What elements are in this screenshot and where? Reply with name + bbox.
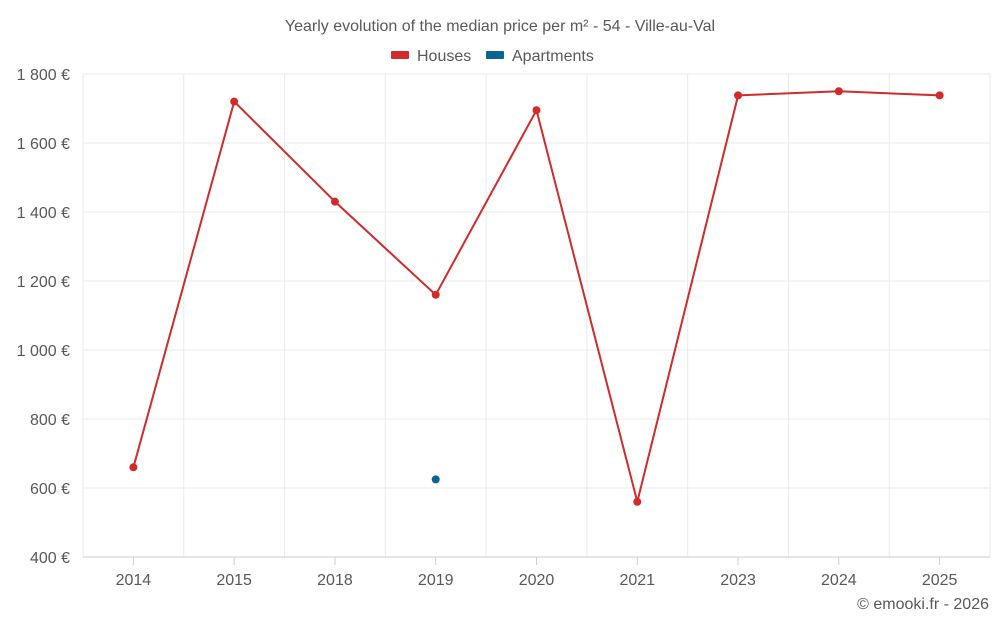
data-point-houses[interactable]	[129, 463, 138, 472]
legend-label-apartments: Apartments	[512, 48, 594, 65]
y-tick-label: 800 €	[30, 412, 70, 429]
y-tick-label: 1 200 €	[17, 274, 70, 291]
legend: Houses Apartments	[391, 48, 594, 65]
credit-text: © emooki.fr - 2026	[857, 596, 989, 613]
y-tick-label: 400 €	[30, 550, 70, 567]
y-tick-label: 1 000 €	[17, 343, 70, 360]
data-point-houses[interactable]	[330, 197, 339, 206]
x-tick-label: 2025	[922, 572, 958, 589]
series	[129, 87, 944, 506]
grid	[82, 73, 991, 557]
data-point-houses[interactable]	[935, 91, 944, 100]
legend-swatch-houses	[391, 51, 409, 59]
x-tick-label: 2020	[519, 572, 555, 589]
x-tick-label: 2018	[317, 572, 353, 589]
x-tick-label: 2015	[216, 572, 252, 589]
legend-swatch-apartments	[486, 51, 504, 59]
series-line-houses	[132, 90, 940, 503]
y-tick-label: 1 400 €	[17, 205, 70, 222]
data-point-houses[interactable]	[230, 97, 239, 106]
y-tick-label: 1 600 €	[17, 136, 70, 153]
data-point-houses[interactable]	[633, 497, 642, 506]
chart-title: Yearly evolution of the median price per…	[285, 18, 715, 35]
data-point-houses[interactable]	[734, 91, 743, 100]
legend-item-apartments[interactable]: Apartments	[486, 48, 594, 65]
y-tick-label: 1 800 €	[17, 67, 70, 84]
data-point-houses[interactable]	[834, 87, 843, 96]
data-point-houses[interactable]	[431, 290, 440, 299]
legend-label-houses: Houses	[417, 48, 471, 65]
legend-item-houses[interactable]: Houses	[391, 48, 471, 65]
y-tick-label: 600 €	[30, 481, 70, 498]
x-tick-label: 2019	[418, 572, 454, 589]
x-tick-label: 2023	[720, 572, 756, 589]
data-point-apartments[interactable]	[431, 475, 440, 484]
x-tick-label: 2024	[821, 572, 857, 589]
x-tick-label: 2014	[116, 572, 152, 589]
data-point-houses[interactable]	[532, 106, 541, 115]
axes: 400 € 600 € 800 € 1 000 € 1 200 € 1 400 € 1 60…	[17, 67, 990, 589]
x-tick-label: 2021	[619, 572, 655, 589]
